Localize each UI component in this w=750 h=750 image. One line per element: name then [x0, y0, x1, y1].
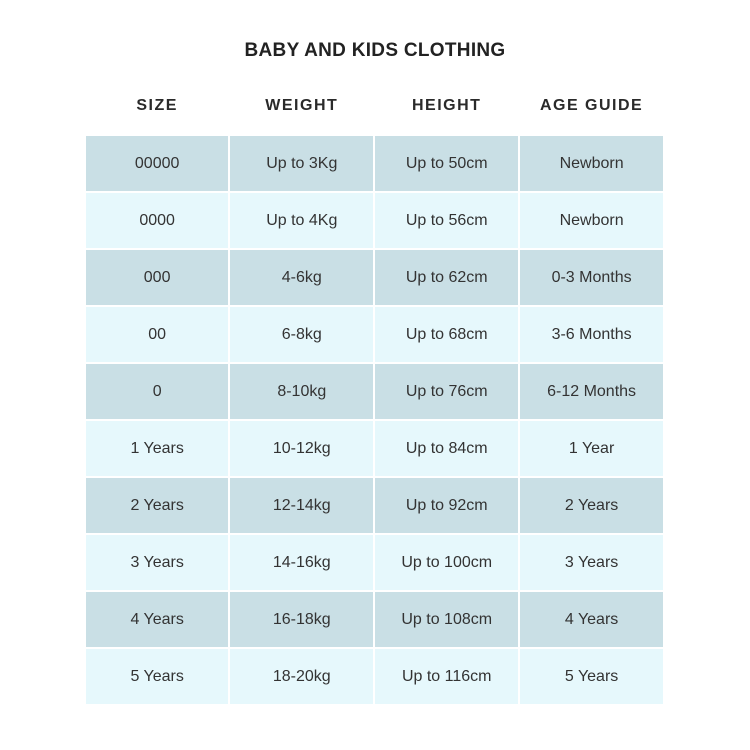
weight-cell: 12-14kg — [228, 476, 376, 535]
height-cell: Up to 92cm — [373, 476, 521, 535]
weight-cell: Up to 3Kg — [228, 134, 376, 193]
page-title: BABY AND KIDS CLOTHING — [244, 40, 506, 61]
size-cell: 0 — [83, 362, 231, 421]
weight-cell: 6-8kg — [228, 305, 376, 364]
size-cell: 5 Years — [83, 647, 231, 706]
size-cell: 00000 — [83, 134, 231, 193]
size-cell: 0000 — [83, 191, 231, 250]
height-cell: Up to 84cm — [373, 419, 521, 478]
height-cell: Up to 116cm — [373, 647, 521, 706]
age-guide-cell: 3 Years — [518, 533, 665, 592]
age-guide-cell: 0-3 Months — [518, 248, 665, 307]
size-cell: 2 Years — [83, 476, 231, 535]
table-row: 0 8-10kg Up to 76cm 6-12 Months — [83, 362, 665, 421]
height-cell: Up to 50cm — [373, 134, 521, 193]
table-row: 00000 Up to 3Kg Up to 50cm Newborn — [83, 134, 665, 193]
column-header-age-guide: AGE GUIDE — [539, 97, 644, 114]
size-cell: 1 Years — [83, 419, 231, 478]
size-cell: 3 Years — [83, 533, 231, 592]
table-row: 0000 Up to 4Kg Up to 56cm Newborn — [83, 191, 665, 250]
weight-cell: 14-16kg — [228, 533, 376, 592]
height-cell: Up to 56cm — [373, 191, 521, 250]
table-row: 4 Years 16-18kg Up to 108cm 4 Years — [83, 590, 665, 649]
size-cell: 4 Years — [83, 590, 231, 649]
age-guide-cell: 2 Years — [518, 476, 665, 535]
height-cell: Up to 76cm — [373, 362, 521, 421]
table-row: 5 Years 18-20kg Up to 116cm 5 Years — [83, 647, 665, 706]
weight-cell: Up to 4Kg — [228, 191, 376, 250]
weight-cell: 8-10kg — [228, 362, 376, 421]
weight-cell: 10-12kg — [228, 419, 376, 478]
header-row: SIZE WEIGHT HEIGHT AGE GUIDE — [85, 88, 664, 135]
height-cell: Up to 68cm — [373, 305, 521, 364]
age-guide-cell: Newborn — [518, 191, 665, 250]
height-cell: Up to 100cm — [373, 533, 521, 592]
size-cell: 000 — [83, 248, 231, 307]
age-guide-cell: 5 Years — [518, 647, 665, 706]
age-guide-cell: 3-6 Months — [518, 305, 665, 364]
table-row: 1 Years 10-12kg Up to 84cm 1 Year — [83, 419, 665, 478]
age-guide-cell: Newborn — [518, 134, 665, 193]
column-header-height: HEIGHT — [412, 97, 482, 114]
age-guide-cell: 4 Years — [518, 590, 665, 649]
table-row: 000 4-6kg Up to 62cm 0-3 Months — [83, 248, 665, 307]
column-header-weight: WEIGHT — [265, 97, 339, 114]
age-guide-cell: 6-12 Months — [518, 362, 665, 421]
age-guide-cell: 1 Year — [518, 419, 665, 478]
height-cell: Up to 108cm — [373, 590, 521, 649]
table-row: 2 Years 12-14kg Up to 92cm 2 Years — [83, 476, 665, 535]
weight-cell: 4-6kg — [228, 248, 376, 307]
size-chart-table: SIZE WEIGHT HEIGHT AGE GUIDE 00000 Up to … — [83, 88, 665, 706]
weight-cell: 16-18kg — [228, 590, 376, 649]
weight-cell: 18-20kg — [228, 647, 376, 706]
table-row: 00 6-8kg Up to 68cm 3-6 Months — [83, 305, 665, 364]
table-row: 3 Years 14-16kg Up to 100cm 3 Years — [83, 533, 665, 592]
height-cell: Up to 62cm — [373, 248, 521, 307]
column-header-size: SIZE — [136, 97, 178, 114]
size-cell: 00 — [83, 305, 231, 364]
